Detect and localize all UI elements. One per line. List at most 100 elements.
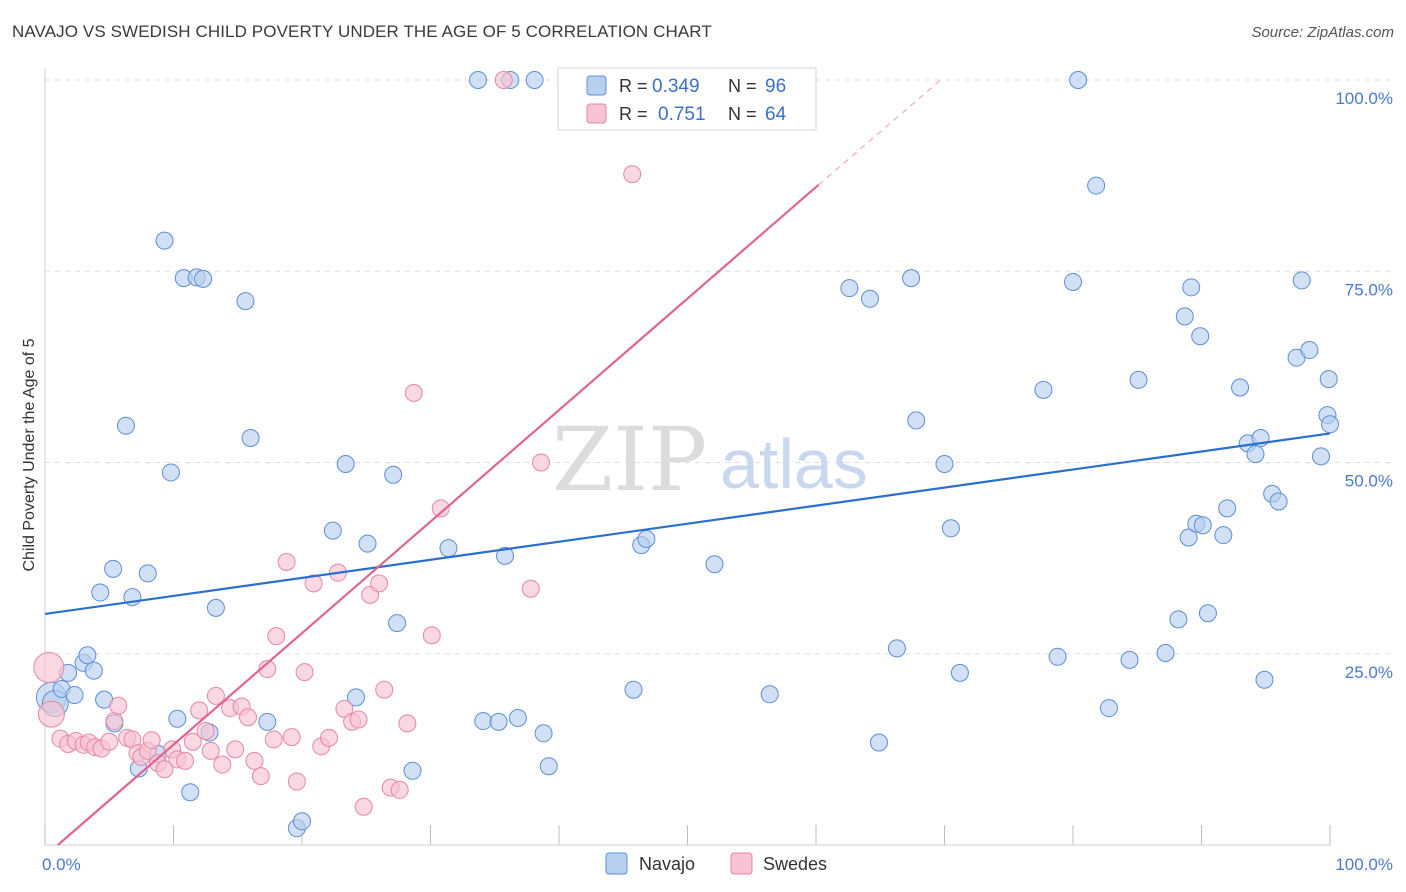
- navajo-point-88: [1269, 492, 1288, 511]
- navajo-point-54: [840, 279, 859, 298]
- navajo-point-92: [1312, 447, 1331, 466]
- navajo-point-56: [869, 733, 888, 752]
- navajo-point-30: [293, 812, 311, 831]
- legend-bottom-swedes-swatch: [730, 852, 753, 875]
- swedes-point-59: [494, 71, 513, 89]
- swedes-point-44: [319, 728, 338, 747]
- navajo-point-79: [1198, 604, 1217, 623]
- swedes-point-26: [201, 741, 220, 760]
- navajo-point-86: [1255, 670, 1274, 689]
- swedes-point-56: [404, 383, 423, 402]
- swedes-point-58: [431, 499, 450, 518]
- correlation-legend: R = 0.349 N = 96 R = 0.751 N = 64: [557, 67, 817, 131]
- swedes-point-55: [398, 714, 417, 733]
- navajo-trend-line: [44, 432, 1331, 616]
- navajo-point-77: [1191, 327, 1210, 346]
- swedes-point-0: [33, 652, 65, 684]
- navajo-point-26: [236, 292, 255, 311]
- legend-swedes-swatch: [586, 103, 607, 124]
- navajo-point-94: [1319, 370, 1338, 389]
- navajo-point-71: [1156, 643, 1175, 662]
- navajo-point-65: [1064, 272, 1082, 291]
- points-layer: [33, 71, 1339, 838]
- navajo-point-57: [887, 639, 906, 658]
- navajo-point-18: [161, 463, 180, 482]
- navajo-point-31: [323, 521, 342, 540]
- navajo-point-91: [1300, 341, 1319, 360]
- watermark-zip: ZIP: [552, 408, 707, 511]
- navajo-point-82: [1231, 378, 1250, 397]
- swedes-point-60: [521, 579, 540, 598]
- navajo-point-45: [525, 71, 544, 89]
- navajo-point-34: [358, 534, 377, 553]
- navajo-point-27: [241, 429, 260, 448]
- legend-swedes-n-label: N =: [728, 104, 757, 124]
- y-axis-label: Child Poverty Under the Age of 5: [21, 338, 38, 571]
- legend-navajo-n-label: N =: [728, 76, 757, 96]
- swedes-point-35: [258, 660, 277, 679]
- navajo-point-17: [155, 231, 174, 250]
- swedes-point-30: [226, 740, 245, 759]
- swedes-point-37: [267, 627, 286, 646]
- navajo-point-51: [637, 530, 656, 548]
- legend-navajo-n-value: 96: [765, 76, 786, 97]
- navajo-point-52: [705, 555, 724, 574]
- swedes-point-27: [206, 686, 225, 705]
- navajo-point-28: [258, 712, 277, 731]
- watermark-atlas: atlas: [720, 425, 868, 503]
- navajo-point-37: [403, 761, 422, 780]
- navajo-point-25: [206, 598, 225, 617]
- swedes-point-61: [532, 453, 551, 472]
- swedes-point-36: [264, 730, 283, 749]
- swedes-point-9: [100, 732, 119, 751]
- swedes-point-38: [277, 552, 296, 571]
- swedes-point-19: [155, 760, 174, 779]
- y-tick-label-3: 100.0%: [1335, 89, 1393, 108]
- navajo-point-59: [907, 411, 926, 430]
- swedes-point-51: [370, 574, 389, 593]
- swedes-point-62: [623, 165, 642, 184]
- series-legend: Navajo Swedes: [605, 852, 827, 875]
- legend-navajo-r-label: R =: [619, 76, 648, 96]
- y-axis-label-group: Child Poverty Under the Age of 5: [21, 338, 38, 571]
- swedes-point-57: [422, 626, 441, 645]
- navajo-point-80: [1214, 526, 1233, 545]
- navajo-point-63: [1034, 380, 1053, 399]
- navajo-point-46: [534, 724, 553, 743]
- navajo-point-78: [1193, 516, 1212, 535]
- navajo-point-35: [384, 465, 403, 484]
- swedes-point-10: [105, 712, 124, 731]
- y-tick-label-2: 75.0%: [1345, 280, 1393, 299]
- swedes-point-33: [245, 751, 264, 770]
- navajo-point-72: [1169, 610, 1188, 629]
- legend-swedes-r-value: 0.751: [658, 104, 706, 125]
- swedes-point-11: [109, 696, 128, 715]
- navajo-point-67: [1087, 176, 1106, 195]
- swedes-point-34: [251, 767, 270, 786]
- swedes-point-1: [37, 700, 65, 728]
- navajo-point-73: [1175, 307, 1194, 326]
- navajo-point-60: [935, 455, 954, 474]
- navajo-point-70: [1129, 370, 1148, 389]
- swedes-point-49: [354, 797, 373, 816]
- navajo-point-36: [388, 614, 407, 633]
- navajo-point-38: [439, 539, 458, 558]
- swedes-trend-line-extension: [818, 79, 942, 186]
- legend-bottom-navajo-label: Navajo: [639, 854, 695, 874]
- swedes-point-22: [176, 751, 195, 770]
- navajo-point-19: [168, 709, 187, 728]
- navajo-point-7: [84, 661, 103, 680]
- navajo-point-12: [116, 416, 135, 435]
- navajo-point-84: [1246, 445, 1265, 464]
- navajo-point-4: [65, 686, 84, 705]
- watermark: ZIP atlas: [552, 408, 868, 511]
- legend-navajo-r-value: 0.349: [652, 76, 700, 97]
- swedes-point-54: [390, 780, 409, 799]
- navajo-point-58: [902, 269, 921, 288]
- swedes-trend-line: [57, 183, 820, 846]
- swedes-point-48: [349, 710, 368, 729]
- navajo-point-49: [624, 680, 643, 699]
- navajo-point-39: [469, 71, 488, 89]
- swedes-point-42: [304, 574, 323, 593]
